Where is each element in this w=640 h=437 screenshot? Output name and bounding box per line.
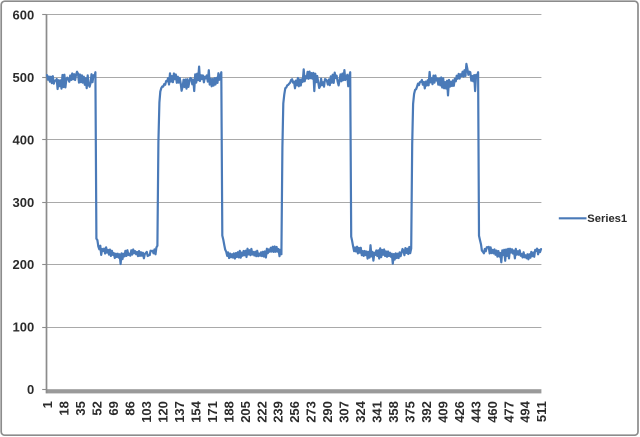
svg-text:171: 171: [205, 401, 220, 423]
svg-text:409: 409: [435, 401, 450, 423]
svg-text:290: 290: [320, 401, 335, 423]
svg-text:307: 307: [337, 401, 352, 423]
svg-text:18: 18: [57, 401, 72, 415]
svg-text:120: 120: [156, 401, 171, 423]
svg-text:256: 256: [287, 401, 302, 423]
svg-text:341: 341: [370, 401, 385, 423]
svg-text:35: 35: [73, 401, 88, 415]
svg-text:154: 154: [188, 400, 203, 422]
svg-text:477: 477: [501, 401, 516, 423]
svg-text:239: 239: [271, 401, 286, 423]
svg-text:1: 1: [40, 401, 55, 408]
svg-text:460: 460: [485, 401, 500, 423]
svg-text:Series1: Series1: [587, 213, 627, 225]
svg-text:358: 358: [386, 401, 401, 423]
svg-text:375: 375: [403, 401, 418, 423]
svg-text:273: 273: [304, 401, 319, 423]
svg-text:600: 600: [12, 7, 34, 22]
svg-text:426: 426: [452, 401, 467, 423]
svg-text:300: 300: [12, 195, 34, 210]
svg-text:200: 200: [12, 257, 34, 272]
svg-text:86: 86: [123, 401, 138, 415]
svg-text:400: 400: [12, 132, 34, 147]
svg-text:205: 205: [238, 401, 253, 423]
svg-text:222: 222: [254, 401, 269, 423]
svg-text:137: 137: [172, 401, 187, 423]
svg-text:494: 494: [518, 400, 533, 422]
svg-text:511: 511: [534, 401, 549, 422]
svg-text:443: 443: [468, 401, 483, 423]
svg-text:52: 52: [90, 401, 105, 415]
svg-text:0: 0: [27, 382, 34, 397]
svg-text:103: 103: [139, 401, 154, 423]
svg-text:100: 100: [12, 320, 34, 335]
svg-text:500: 500: [12, 70, 34, 85]
svg-text:188: 188: [221, 401, 236, 423]
svg-text:69: 69: [106, 401, 121, 415]
svg-text:324: 324: [353, 400, 368, 422]
svg-text:392: 392: [419, 401, 434, 423]
